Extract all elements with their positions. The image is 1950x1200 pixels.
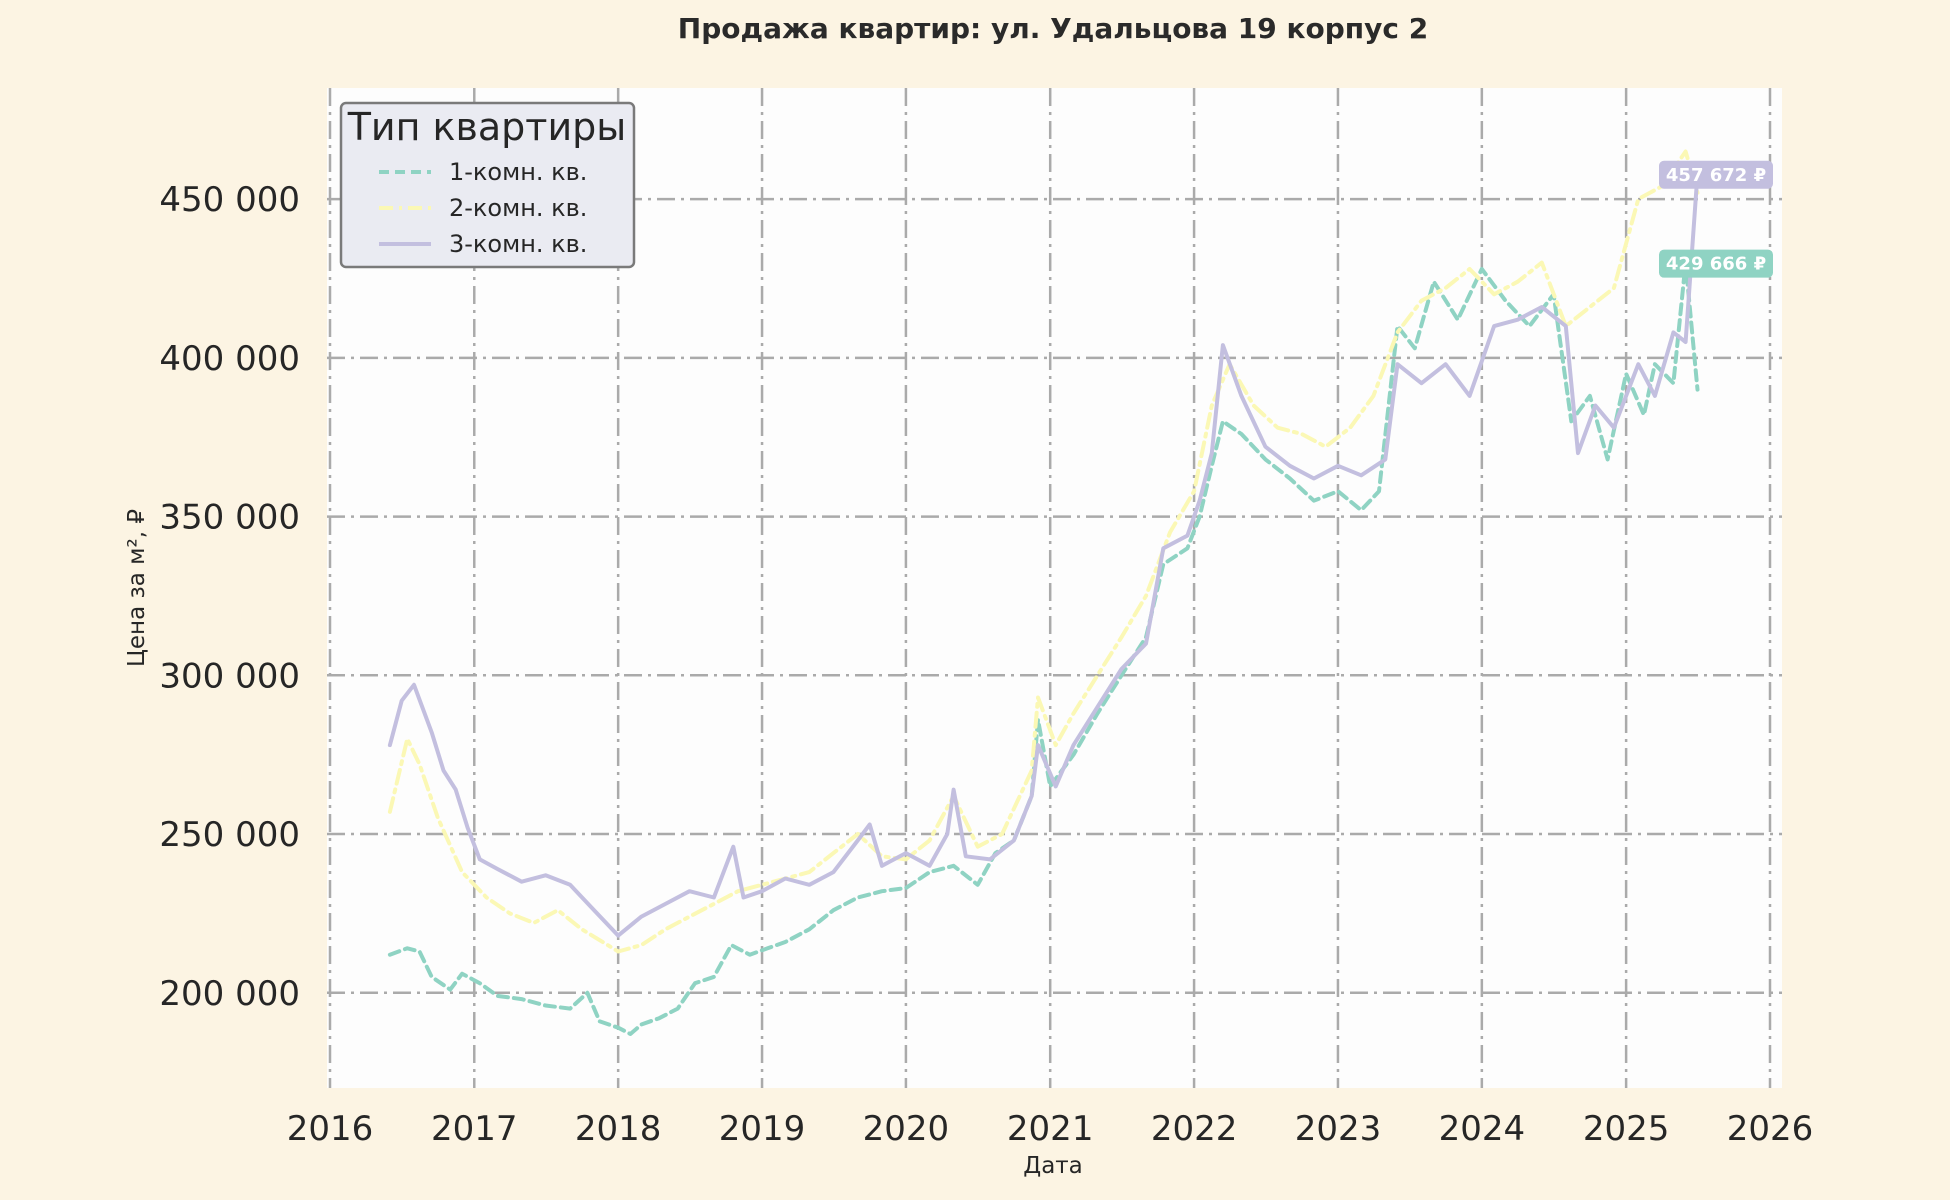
- last-value-badge: [1659, 249, 1773, 278]
- x-tick-label: 2019: [719, 1109, 806, 1149]
- y-tick-label: 250 000: [159, 815, 300, 855]
- legend: Тип квартиры 1-комн. кв. 2-комн. кв. 3-ком…: [339, 101, 636, 269]
- legend-label-2: 2-комн. кв.: [449, 194, 587, 222]
- x-tick-label: 2025: [1583, 1109, 1670, 1149]
- legend-box: [339, 101, 636, 269]
- last-value-label: 457 672 ₽: [1666, 165, 1766, 186]
- last-value-badges: 429 666 ₽ 457 672 ₽: [1659, 160, 1773, 278]
- chart-title: Продажа квартир: ул. Удальцова 19 корпус…: [678, 12, 1428, 45]
- x-tick-label: 2016: [287, 1109, 374, 1149]
- legend-label-3: 3-комн. кв.: [449, 230, 587, 258]
- y-tick-labels: 200 000 250 000 300 000 350 000 400 000 450 0…: [159, 180, 300, 1014]
- series-line-3: [387, 171, 1700, 938]
- x-tick-label: 2023: [1295, 1109, 1382, 1149]
- x-tick-label: 2026: [1727, 1109, 1814, 1149]
- y-axis-label: Цена за м², ₽: [124, 509, 150, 667]
- series-layer: [387, 149, 1700, 1036]
- y-tick-label: 450 000: [159, 180, 300, 220]
- y-tick-label: 300 000: [159, 656, 300, 696]
- y-tick-label: 350 000: [159, 498, 300, 538]
- legend-title: Тип квартиры: [347, 105, 627, 149]
- x-tick-label: 2022: [1151, 1109, 1238, 1149]
- series-line-2: [387, 149, 1700, 954]
- last-value-badge: [1659, 160, 1773, 189]
- legend-label-1: 1-комн. кв.: [449, 158, 587, 186]
- y-tick-label: 400 000: [159, 339, 300, 379]
- x-tick-label: 2017: [431, 1109, 518, 1149]
- x-tick-label: 2021: [1007, 1109, 1094, 1149]
- x-tick-label: 2018: [575, 1109, 662, 1149]
- last-value-label: 429 666 ₽: [1666, 254, 1766, 275]
- y-tick-label: 200 000: [159, 974, 300, 1014]
- x-tick-label: 2020: [863, 1109, 950, 1149]
- x-axis-label: Дата: [1023, 1153, 1083, 1179]
- x-tick-labels: 2016 2017 2018 2019 2020 2021 2022 2023 2024 2025…: [287, 1109, 1814, 1149]
- x-tick-label: 2024: [1439, 1109, 1526, 1149]
